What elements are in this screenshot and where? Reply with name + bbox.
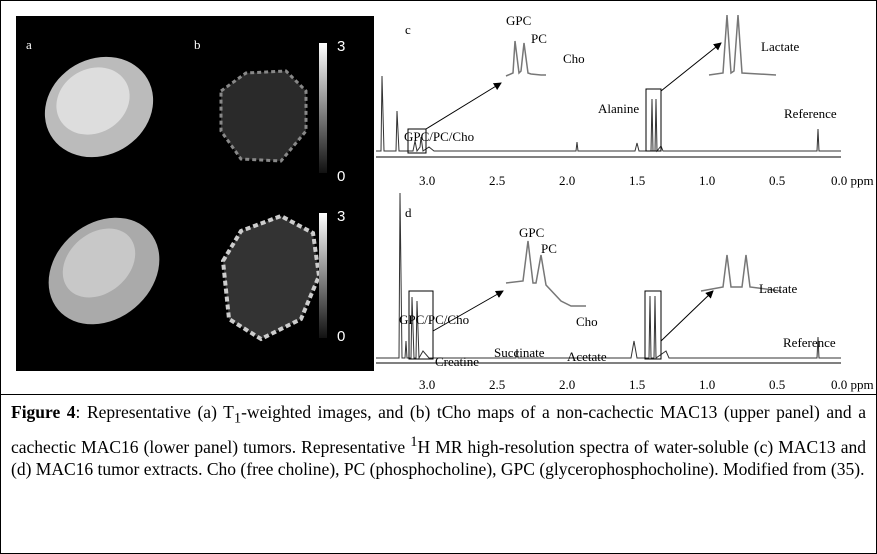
t1-image: [56, 67, 130, 135]
caption-text: H MR high-resolution spectra of water-so…: [11, 436, 866, 480]
tick-label: 2.5: [489, 377, 505, 392]
highlight-box: [408, 290, 434, 360]
highlight-box: [645, 88, 662, 152]
highlight-box: [407, 128, 427, 154]
arrow: [432, 290, 504, 332]
tick-label: 3.0: [419, 173, 435, 188]
annotation: GPC: [506, 13, 531, 28]
colorbar-label: 3: [337, 38, 345, 55]
annotation: Lactate: [759, 281, 797, 296]
tick-label: 0.5: [769, 377, 785, 392]
colorbar: [319, 213, 327, 338]
colorbar-label: 3: [337, 208, 345, 225]
tick-label: 1.5: [629, 377, 645, 392]
tick-label: 1.5: [629, 173, 645, 188]
superscript: 1: [410, 433, 418, 450]
annotation: Creatine: [435, 354, 479, 369]
colorbar-label: 0: [337, 328, 345, 345]
inset-spectrum: [505, 40, 546, 77]
tick-label: 2.5: [489, 173, 505, 188]
tick-label: 2.0: [559, 173, 575, 188]
caption-text: -weighted images, and (b) tCho maps of a…: [11, 402, 866, 457]
arrow: [425, 82, 502, 130]
annotation: Alanine: [598, 101, 639, 116]
tick-label: 3.0: [419, 377, 435, 392]
tick-label: 0.0 ppm: [831, 173, 874, 188]
arrow: [660, 42, 722, 92]
tick-label: 1.0: [699, 173, 715, 188]
arrow: [660, 290, 714, 342]
tick-label: 1.0: [699, 377, 715, 392]
annotation: Cho: [576, 314, 598, 329]
annotation: PC: [531, 31, 547, 46]
figure-panels: a b 3 0 3 0 c d 3.0 3.0 2.5 2.5 2.0 2.0 1.5 1.5 1.…: [16, 13, 874, 392]
annotation: Reference: [784, 106, 837, 121]
spectrum: [376, 192, 841, 360]
annotation: PC: [541, 241, 557, 256]
panel-label: a: [26, 37, 32, 52]
annotation: Cho: [563, 51, 585, 66]
subscript: 1: [233, 410, 242, 427]
tick-label: 0.0 ppm: [831, 377, 874, 392]
panel-label: b: [194, 37, 201, 52]
annotation: Succinate: [494, 345, 545, 360]
colorbar: [319, 43, 327, 173]
annotation: Acetate: [567, 349, 607, 364]
annotation: Reference: [783, 335, 836, 350]
caption-label: Figure 4: [11, 402, 76, 422]
t1-image: [62, 228, 136, 298]
annotation: Lactate: [761, 39, 799, 54]
caption: Figure 4: Representative (a) T1-weighted…: [1, 394, 876, 487]
tick-label: 0.5: [769, 173, 785, 188]
inset-spectrum: [708, 14, 777, 76]
inset-spectrum: [700, 254, 782, 292]
annotation: GPC: [519, 225, 544, 240]
spectrum: [376, 75, 841, 153]
annotation: GPC/PC/Cho: [399, 312, 469, 327]
highlight-box: [644, 290, 662, 360]
tick-label: 2.0: [559, 377, 575, 392]
colorbar-label: 0: [337, 168, 345, 185]
panel-label: c: [405, 22, 411, 37]
tcho-map: [219, 69, 308, 163]
annotation: GPC/PC/Cho: [404, 129, 474, 144]
panel-label: d: [405, 205, 412, 220]
tcho-map: [220, 213, 322, 342]
inset-spectrum: [505, 240, 586, 307]
caption-text: : Representative (a) T: [75, 402, 234, 422]
